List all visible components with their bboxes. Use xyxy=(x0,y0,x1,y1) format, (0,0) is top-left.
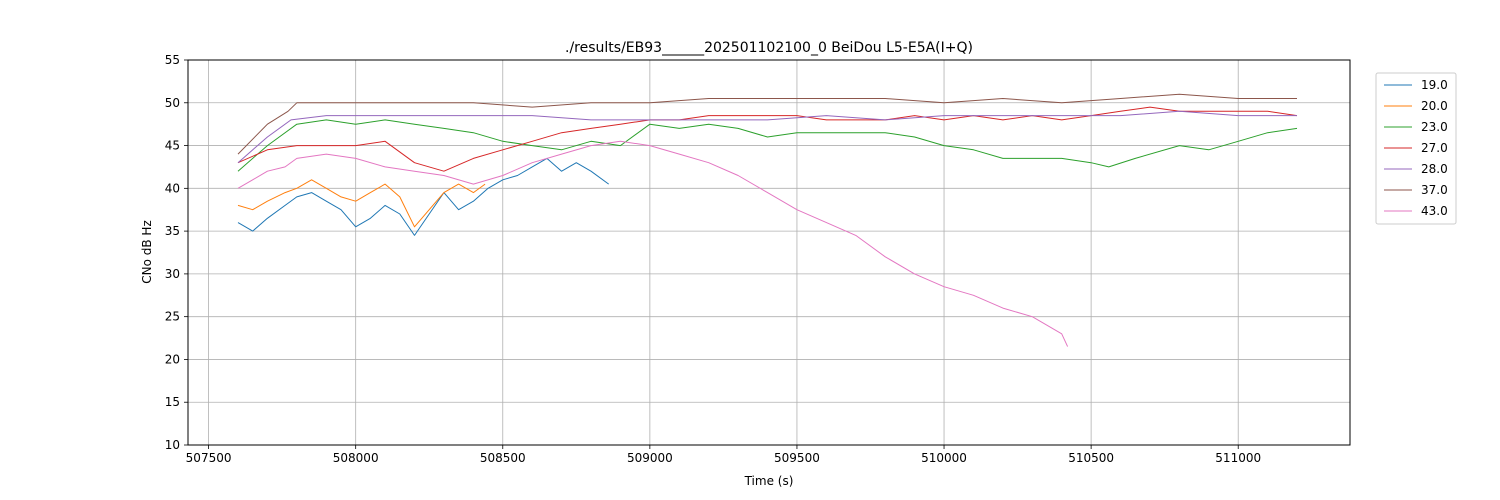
y-tick-label: 40 xyxy=(165,181,180,195)
series-line-28.0 xyxy=(237,110,1297,164)
x-tick-label: 509000 xyxy=(627,451,673,465)
x-axis-label: Time (s) xyxy=(744,474,794,488)
grid xyxy=(188,59,1350,446)
x-tick-label: 508000 xyxy=(333,451,379,465)
x-tick-label: 510000 xyxy=(921,451,967,465)
legend-label: 28.0 xyxy=(1421,162,1448,176)
x-axis: 507500 508000 508500 509000 509500 510000 5105… xyxy=(186,445,1261,465)
series-line-27.0 xyxy=(237,106,1298,172)
y-tick-label: 45 xyxy=(165,139,180,153)
legend-frame xyxy=(1375,72,1457,225)
y-tick-label: 30 xyxy=(165,267,180,281)
y-axis: 10 15 20 25 30 35 40 45 50 55 xyxy=(165,53,188,452)
legend-label: 23.0 xyxy=(1421,120,1448,134)
legend-label: 37.0 xyxy=(1421,183,1448,197)
x-tick-label: 511000 xyxy=(1215,451,1261,465)
chart-title: ./results/EB93______202501102100_0 BeiDo… xyxy=(565,40,973,56)
x-tick-label: 509500 xyxy=(774,451,820,465)
y-tick-label: 25 xyxy=(165,310,180,324)
legend-label: 19.0 xyxy=(1421,78,1448,92)
series-line-37.0 xyxy=(237,93,1297,155)
series-line-20.0 xyxy=(237,179,486,228)
legend-label: 20.0 xyxy=(1421,99,1448,113)
y-tick-label: 35 xyxy=(165,224,180,238)
series-line-23.0 xyxy=(237,119,1298,172)
series-line-43.0 xyxy=(237,140,1069,347)
y-tick-label: 10 xyxy=(165,438,180,452)
y-tick-label: 20 xyxy=(165,352,180,366)
legend-label: 43.0 xyxy=(1421,204,1448,218)
x-tick-label: 507500 xyxy=(186,451,232,465)
x-tick-label: 508500 xyxy=(480,451,526,465)
series-line-19.0 xyxy=(237,157,609,236)
x-tick-label: 510500 xyxy=(1068,451,1114,465)
y-tick-label: 15 xyxy=(165,395,180,409)
legend: 19.0 20.0 23.0 27.0 28.0 37.0 43.0 xyxy=(1375,72,1457,225)
y-axis-label: CNo dB Hz xyxy=(140,220,154,284)
legend-label: 27.0 xyxy=(1421,141,1448,155)
legend-items: 19.0 20.0 23.0 27.0 28.0 37.0 43.0 xyxy=(1384,78,1448,218)
series-group xyxy=(237,93,1298,347)
y-tick-label: 55 xyxy=(165,53,180,67)
plot-frame xyxy=(187,59,1351,446)
y-tick-label: 50 xyxy=(165,96,180,110)
